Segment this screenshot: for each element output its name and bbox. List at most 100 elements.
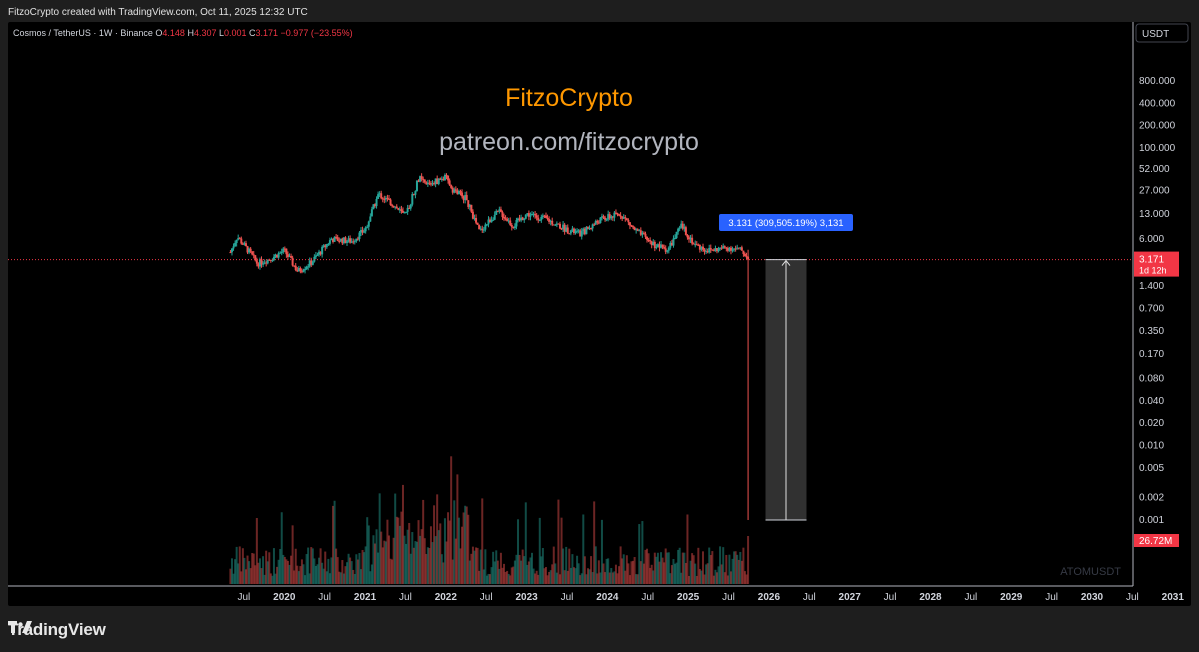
candle-body xyxy=(496,210,499,212)
candle-body xyxy=(562,224,565,230)
candle-body xyxy=(504,218,507,220)
candle-body xyxy=(420,176,423,179)
candle-body xyxy=(649,240,652,242)
volume-bar xyxy=(353,573,356,584)
volume-bar xyxy=(532,568,535,584)
volume-bar xyxy=(728,554,731,584)
volume-bar xyxy=(258,558,261,584)
volume-bar xyxy=(605,558,608,584)
volume-bar xyxy=(285,559,288,584)
volume-bar xyxy=(521,549,524,584)
volume-bar xyxy=(471,546,474,584)
volume-bar xyxy=(465,506,468,584)
candle-body xyxy=(636,229,639,231)
candle-body xyxy=(726,248,729,251)
candle-body xyxy=(369,216,372,222)
volume-bar xyxy=(554,563,557,584)
candle-body xyxy=(695,244,698,246)
candle-body xyxy=(319,251,322,255)
volume-bar xyxy=(409,553,412,584)
candle-body xyxy=(423,179,426,183)
volume-bar xyxy=(429,526,432,584)
candle-body xyxy=(703,249,706,252)
volume-bar xyxy=(700,570,703,584)
volume-bar xyxy=(616,573,619,584)
volume-bar xyxy=(332,505,335,584)
volume-bar xyxy=(263,574,266,584)
price-chart[interactable]: 800.000 400.000 200.000 100.000 52.000 27.000… xyxy=(8,22,1191,606)
currency-button[interactable] xyxy=(1135,23,1189,43)
volume-bar xyxy=(311,548,314,584)
candle-body xyxy=(700,246,703,250)
candle-body xyxy=(633,227,636,231)
candle-body xyxy=(586,227,589,229)
candle-body xyxy=(338,240,341,242)
volume-bar xyxy=(450,456,453,584)
candle-body xyxy=(229,252,232,254)
volume-bar xyxy=(541,547,544,584)
volume-bar xyxy=(610,568,613,584)
candle-body xyxy=(611,216,614,218)
candle-body xyxy=(698,244,701,250)
volume-bar xyxy=(412,547,415,584)
candle-body xyxy=(363,231,366,233)
volume-bar xyxy=(386,519,389,584)
candle-body xyxy=(266,259,269,264)
volume-bar xyxy=(408,522,411,584)
volume-bar xyxy=(419,535,422,584)
candle-body xyxy=(621,216,624,219)
candle-body xyxy=(370,209,373,217)
candle-body xyxy=(512,226,515,229)
candle-body xyxy=(408,207,411,209)
volume-bar xyxy=(313,558,316,584)
candle-body xyxy=(555,223,558,225)
volume-bar xyxy=(286,560,289,584)
candle-body xyxy=(473,217,476,219)
volume-bar xyxy=(568,548,571,584)
candle-body xyxy=(375,198,378,207)
volume-bar xyxy=(238,546,241,584)
x-tick-label: 2023 xyxy=(515,592,538,603)
chart-panel[interactable]: 800.000 400.000 200.000 100.000 52.000 27.000… xyxy=(8,22,1191,606)
candle-body xyxy=(316,254,319,256)
volume-bar xyxy=(503,563,506,584)
candle-body xyxy=(546,217,549,220)
candle-body xyxy=(596,220,599,223)
volume-bar xyxy=(395,516,398,584)
candle-body xyxy=(280,252,283,254)
candle-body xyxy=(720,247,723,249)
header-o: 4.148 xyxy=(162,28,187,38)
volume-bar xyxy=(308,573,311,584)
x-tick-label: Jul xyxy=(1045,592,1058,603)
volume-bar xyxy=(370,564,373,584)
candle-body xyxy=(544,215,547,218)
volume-bar xyxy=(729,571,732,584)
candle-body xyxy=(372,204,375,210)
volume-bar xyxy=(527,561,530,584)
x-tick-label: 2030 xyxy=(1081,592,1104,603)
candle-body xyxy=(276,254,279,258)
candle-body xyxy=(731,249,734,251)
volume-bar xyxy=(594,546,597,584)
x-tick-label: Jul xyxy=(1126,592,1139,603)
y-tick-label: 400.000 xyxy=(1139,98,1176,109)
volume-bar xyxy=(468,560,471,584)
volume-bar xyxy=(628,575,631,584)
candle-body xyxy=(358,232,361,239)
candle-body xyxy=(389,199,392,205)
candle-body xyxy=(328,240,331,244)
candle-body xyxy=(740,247,743,251)
volume-bar xyxy=(282,554,285,584)
volume-bar xyxy=(630,561,633,584)
volume-bar xyxy=(322,568,325,584)
candle-body xyxy=(380,193,383,199)
volume-bar xyxy=(440,554,443,584)
candle-body xyxy=(709,247,712,250)
candle-body xyxy=(392,205,395,208)
volume-bar xyxy=(271,575,274,584)
volume-bar xyxy=(543,568,546,584)
chart-attribution: FitzoCrypto created with TradingView.com… xyxy=(8,7,308,18)
candle-body xyxy=(258,259,261,267)
volume-bar xyxy=(653,552,656,584)
candle-body xyxy=(325,244,328,248)
